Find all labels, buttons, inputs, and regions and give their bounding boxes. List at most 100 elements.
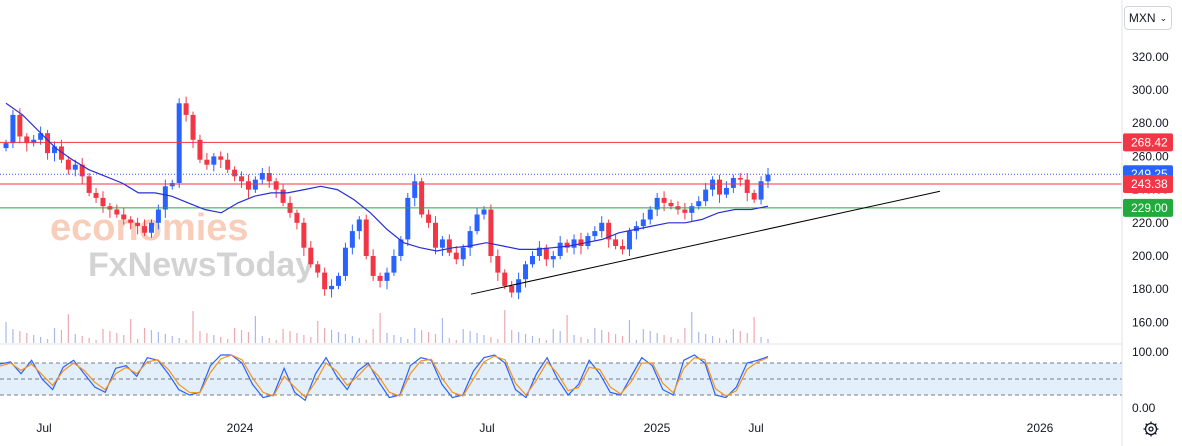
volume-bar <box>718 338 721 343</box>
candle-body <box>308 247 314 265</box>
candle-body <box>626 231 632 250</box>
candle-body <box>135 222 141 227</box>
volume-bar <box>12 329 14 343</box>
candle-body <box>502 272 508 286</box>
candle-body <box>190 114 196 140</box>
candle-body <box>703 189 709 202</box>
currency-dropdown[interactable]: MXN ⌄ <box>1124 6 1172 30</box>
volume-bar <box>185 340 187 343</box>
volume-bar <box>81 336 83 343</box>
candle-body <box>412 181 418 198</box>
candle-body <box>529 256 535 265</box>
volume-bar <box>192 311 194 343</box>
volume-bar <box>421 330 423 343</box>
chevron-down-icon: ⌄ <box>1159 12 1168 23</box>
volume-bar <box>587 339 589 343</box>
candle-body <box>252 179 258 190</box>
volume-bar <box>130 319 132 343</box>
volume-bar <box>635 340 637 343</box>
candle-body <box>730 177 736 188</box>
volume-bar <box>372 329 374 343</box>
volume-bar <box>725 340 728 343</box>
time-axis[interactable]: Jul 2024 Jul 2025 Jul 2026 <box>36 421 1053 435</box>
volume-bar <box>511 330 513 343</box>
candle-body <box>668 202 674 207</box>
candle-body <box>128 219 134 223</box>
candle-body <box>488 209 494 256</box>
candle-body <box>661 197 667 203</box>
volume-bar <box>441 318 444 343</box>
candle-body <box>398 239 404 256</box>
candle-body <box>24 136 30 144</box>
volume-bar <box>74 334 76 343</box>
ascending-trendline[interactable] <box>470 190 941 295</box>
volume-bar <box>275 340 277 343</box>
candle-body <box>446 239 452 253</box>
volume-bar <box>504 310 506 343</box>
volume-bar <box>407 339 409 343</box>
candle-body <box>204 159 210 165</box>
volume-bar <box>143 328 146 343</box>
candle-body <box>197 139 203 160</box>
candle-body <box>93 192 99 198</box>
volume-bar <box>261 336 263 343</box>
volume-bar <box>393 335 395 343</box>
candle-body <box>169 182 175 187</box>
volume-bar <box>26 333 28 343</box>
candle-body <box>218 156 224 160</box>
candle-body <box>744 179 750 193</box>
volume-bar <box>199 331 201 343</box>
candle-body <box>162 186 168 210</box>
volume-bar <box>289 331 291 343</box>
candle-body <box>336 275 342 286</box>
candle-body <box>654 197 660 210</box>
volume-bar <box>476 333 478 343</box>
currency-label: MXN <box>1128 11 1156 25</box>
level-badge-label: 229.00 <box>1131 201 1168 215</box>
candle-body <box>183 103 189 115</box>
volume-bar <box>206 333 208 343</box>
candle-body <box>391 256 397 273</box>
volume-bar <box>434 334 437 343</box>
candle-body <box>370 256 376 276</box>
volume-bar <box>33 335 35 343</box>
candle-body <box>509 285 515 293</box>
candle-body <box>523 264 529 280</box>
volume-bar <box>711 336 714 343</box>
candle-body <box>516 279 522 293</box>
volume-bar <box>559 331 561 343</box>
level-badge <box>1123 198 1173 217</box>
y-tick-label: 160.00 <box>1132 315 1169 329</box>
candles <box>3 96 771 300</box>
y-tick-label: 300.00 <box>1132 83 1169 97</box>
y-tick-label: 260.00 <box>1132 149 1169 163</box>
price-axis[interactable]: 320.00300.00280.00260.00240.00220.00200.… <box>1132 50 1169 415</box>
level-badge-label: 268.42 <box>1131 135 1168 149</box>
gear-icon[interactable] <box>1142 420 1160 438</box>
volume-bar <box>767 339 769 343</box>
candle-body <box>426 214 432 223</box>
x-tick-label: Jul <box>479 421 494 435</box>
candle-body <box>717 179 723 195</box>
x-tick-label: Jul <box>36 421 51 435</box>
volume-bar <box>753 317 755 343</box>
y-tick-label: 280.00 <box>1132 116 1169 130</box>
candle-body <box>38 133 44 140</box>
volume-bar <box>573 335 575 343</box>
candle-body <box>51 146 57 154</box>
volume-bar <box>67 314 69 343</box>
candle-body <box>571 239 577 248</box>
volume-bar <box>760 337 762 343</box>
candle-body <box>599 222 605 232</box>
volume-bar <box>538 338 540 343</box>
volume-bar <box>324 328 326 343</box>
volume-bar <box>88 338 90 343</box>
trendline[interactable] <box>470 190 941 295</box>
volume-bar <box>95 340 97 343</box>
volume-bar <box>53 328 56 343</box>
moving-average <box>5 102 769 252</box>
volume-bar <box>698 332 700 343</box>
volume-bar <box>351 336 353 343</box>
candle-body <box>329 285 335 290</box>
